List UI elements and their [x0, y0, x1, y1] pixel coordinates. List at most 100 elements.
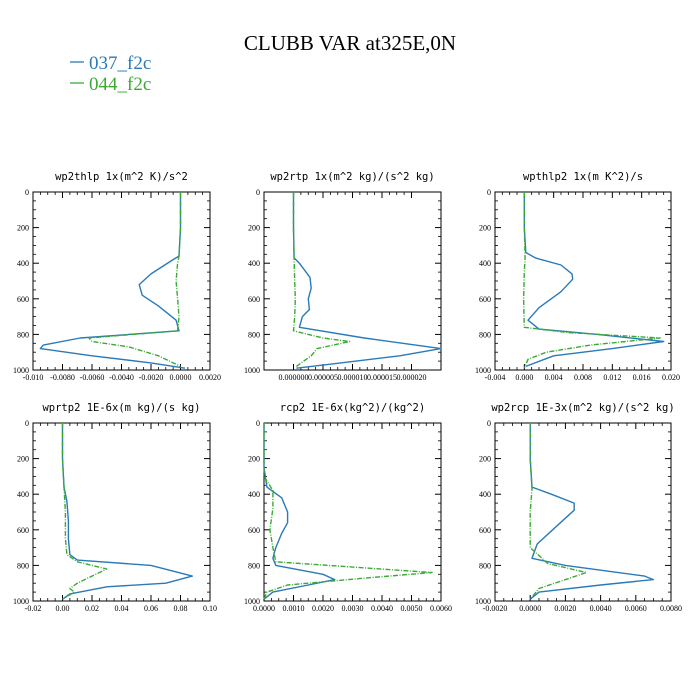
x-tick-label: 0.0040	[371, 604, 393, 613]
x-tick-label: 0.0010	[283, 604, 305, 613]
legend-label-044: 044_f2c	[89, 74, 151, 95]
y-tick-label: 200	[17, 455, 29, 464]
y-tick-label: 200	[479, 224, 491, 233]
panel-1: wp2thlp 1x(m^2 K)/s^2 -0.010 -0.0080 -0.006…	[13, 171, 221, 382]
y-tick-label: 400	[248, 259, 260, 268]
y-tick-label: 800	[248, 330, 260, 339]
y-tick-label: 1000	[244, 597, 260, 606]
y-tick-label: 1000	[13, 597, 29, 606]
x-tick-label: 0.0080	[660, 604, 682, 613]
y-tick-label: 1000	[244, 366, 260, 375]
y-tick-label: 1000	[475, 597, 491, 606]
y-tick-label: 600	[17, 526, 29, 535]
panel-4: wprtp2 1E-6x(m kg)/(s kg) -0.02 0.00 0.02 0.…	[13, 402, 217, 613]
panel-3: wpthlp2 1x(m K^2)/s -0.004 0.000 0.004 0.008…	[475, 171, 680, 382]
x-tick-label: 0.0000	[519, 604, 541, 613]
y-tick-label: 600	[17, 295, 29, 304]
x-tick-label: -0.004	[485, 373, 506, 382]
x-tick-label: 0.020	[662, 373, 680, 382]
y-tick-label: 800	[479, 561, 491, 570]
series-line-037_f2c	[523, 192, 665, 368]
y-tick-label: 800	[248, 561, 260, 570]
x-tick-label: 0.0020	[199, 373, 221, 382]
x-tick-label: 0.000	[515, 373, 533, 382]
y-tick-label: 0	[487, 188, 491, 197]
x-tick-label: -0.0020	[139, 373, 164, 382]
y-tick-label: 0	[25, 419, 29, 428]
x-tick-label: 0.0040	[590, 604, 612, 613]
x-tick-label: 0.000005	[308, 373, 338, 382]
panel-title: wp2rcp 1E-3x(m^2 kg)/(s^2 kg)	[491, 402, 674, 414]
x-tick-label: 0.0060	[430, 604, 452, 613]
panel-2: wp2rtp 1x(m^2 kg)/(s^2 kg)0.000000 0.0000…	[244, 171, 442, 382]
series-line-044_f2c	[292, 192, 351, 367]
panel-title: wprtp2 1E-6x(m kg)/(s kg)	[42, 402, 200, 414]
series-line-037_f2c	[263, 423, 336, 600]
y-tick-label: 400	[479, 259, 491, 268]
x-tick-label: 0.000015	[367, 373, 397, 382]
y-tick-label: 200	[248, 455, 260, 464]
x-tick-label: 0.0060	[625, 604, 647, 613]
panel-title: wp2rtp 1x(m^2 kg)/(s^2 kg)	[270, 171, 434, 183]
plot-frame	[494, 191, 672, 371]
y-tick-label: 1000	[475, 366, 491, 375]
series-line-044_f2c	[522, 192, 661, 369]
x-tick-label: 0.00	[56, 604, 70, 613]
x-tick-label: 0.016	[633, 373, 651, 382]
x-tick-label: -0.0060	[80, 373, 105, 382]
x-tick-label: 0.04	[115, 604, 129, 613]
panel-6: wp2rcp 1E-3x(m^2 kg)/(s^2 kg) -0.0020 0.00…	[475, 402, 682, 613]
x-tick-label: -0.0020	[483, 604, 508, 613]
x-tick-label: 0.000000	[279, 373, 309, 382]
x-tick-label: 0.0000	[253, 604, 275, 613]
x-tick-label: 0.000020	[397, 373, 427, 382]
y-tick-label: 600	[479, 526, 491, 535]
x-tick-label: 0.000010	[338, 373, 368, 382]
x-tick-label: 0.008	[574, 373, 592, 382]
x-tick-label: 0.10	[203, 604, 217, 613]
x-tick-label: -0.0080	[50, 373, 75, 382]
x-tick-label: 0.004	[545, 373, 563, 382]
legend-label-037: 037_f2c	[89, 53, 151, 74]
figure-title: CLUBB VAR at325E,0N	[244, 31, 456, 55]
panels: wp2thlp 1x(m^2 K)/s^2 -0.010 -0.0080 -0.006…	[13, 171, 682, 613]
y-tick-label: 800	[17, 330, 29, 339]
x-tick-label: 0.0020	[554, 604, 576, 613]
panel-title: rcp2 1E-6x(kg^2)/(kg^2)	[280, 402, 425, 414]
y-tick-label: 400	[248, 490, 260, 499]
x-tick-label: -0.02	[25, 604, 42, 613]
y-tick-label: 800	[479, 330, 491, 339]
y-tick-label: 400	[17, 259, 29, 268]
y-tick-label: 600	[479, 295, 491, 304]
y-tick-label: 1000	[13, 366, 29, 375]
x-tick-label: 0.012	[603, 373, 621, 382]
x-tick-label: -0.010	[23, 373, 44, 382]
y-tick-label: 200	[479, 455, 491, 464]
plot-frame	[32, 191, 211, 371]
series-line-044_f2c	[88, 192, 182, 368]
series-line-037_f2c	[292, 192, 442, 369]
series-line-037_f2c	[61, 423, 194, 600]
series-line-037_f2c	[529, 423, 655, 600]
series-line-044_f2c	[529, 423, 588, 600]
series-line-044_f2c	[263, 423, 433, 600]
x-tick-label: 0.06	[144, 604, 158, 613]
x-tick-label: 0.02	[85, 604, 99, 613]
panel-title: wp2thlp 1x(m^2 K)/s^2	[55, 171, 188, 183]
y-tick-label: 0	[487, 419, 491, 428]
y-tick-label: 600	[248, 295, 260, 304]
series-line-037_f2c	[39, 192, 186, 369]
panel-title: wpthlp2 1x(m K^2)/s	[523, 171, 643, 183]
series-line-044_f2c	[61, 423, 108, 600]
x-tick-label: 0.0000	[170, 373, 192, 382]
y-tick-label: 0	[25, 188, 29, 197]
y-tick-label: 200	[248, 224, 260, 233]
panel-5: rcp2 1E-6x(kg^2)/(kg^2) 0.0000 0.0010 0.002…	[244, 402, 452, 613]
legend: 037_f2c 044_f2c	[70, 53, 151, 95]
x-tick-label: 0.0020	[312, 604, 334, 613]
y-tick-label: 0	[256, 419, 260, 428]
plot-frame	[263, 191, 442, 371]
y-tick-label: 800	[17, 561, 29, 570]
y-tick-label: 600	[248, 526, 260, 535]
